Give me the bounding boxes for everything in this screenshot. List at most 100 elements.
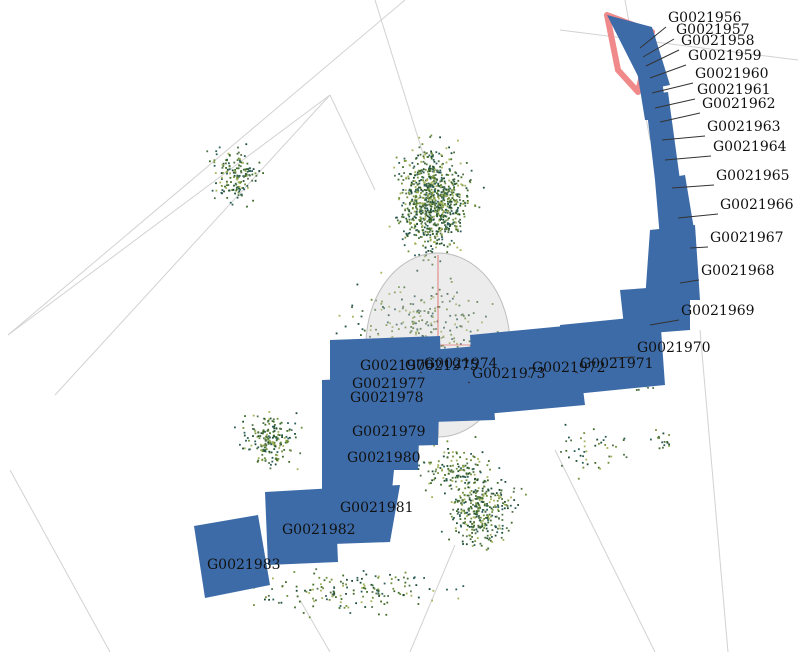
point: [370, 325, 372, 327]
point: [227, 184, 230, 186]
point: [501, 498, 503, 500]
point: [264, 418, 266, 421]
point: [430, 295, 433, 297]
point: [415, 212, 418, 214]
point: [285, 581, 287, 583]
point: [235, 167, 238, 170]
point: [425, 189, 428, 192]
point: [425, 251, 428, 254]
point: [476, 530, 479, 533]
point: [326, 598, 328, 601]
point: [238, 190, 241, 193]
point: [446, 251, 449, 254]
point: [491, 529, 494, 531]
point: [513, 487, 516, 490]
point: [401, 182, 403, 185]
point: [276, 417, 279, 420]
point: [385, 613, 388, 616]
point: [416, 173, 419, 176]
camera-frustum[interactable]: [470, 325, 585, 415]
point: [466, 462, 469, 465]
camera-frustum[interactable]: [194, 515, 270, 598]
point: [565, 449, 568, 452]
point: [436, 206, 439, 209]
point: [428, 154, 431, 157]
point: [448, 217, 450, 220]
camera-frustum[interactable]: [645, 92, 680, 180]
point: [225, 171, 228, 173]
point: [469, 179, 472, 181]
point: [229, 176, 232, 179]
point: [436, 223, 439, 226]
point: [474, 481, 476, 484]
point: [450, 152, 453, 155]
point: [422, 197, 425, 199]
point: [580, 437, 582, 440]
point: [662, 432, 665, 435]
camera-frustum[interactable]: [430, 345, 495, 422]
point: [426, 215, 429, 218]
point: [299, 452, 302, 455]
point: [428, 231, 431, 233]
point: [479, 471, 482, 474]
point: [268, 439, 271, 442]
point: [213, 164, 216, 167]
point: [442, 189, 445, 191]
point: [451, 297, 454, 300]
point: [429, 170, 432, 172]
point: [459, 222, 461, 224]
point: [433, 160, 436, 163]
point: [432, 589, 435, 592]
camera-frustum[interactable]: [265, 488, 338, 565]
point: [418, 320, 420, 322]
point: [437, 200, 439, 203]
point: [408, 164, 411, 166]
point: [418, 170, 421, 173]
point: [428, 216, 431, 219]
point: [435, 151, 438, 154]
point: [412, 217, 414, 220]
point: [459, 518, 462, 520]
point: [451, 164, 454, 167]
camera-frustum[interactable]: [322, 460, 395, 492]
point: [507, 529, 510, 532]
point: [443, 221, 445, 224]
point: [501, 508, 504, 511]
point: [441, 236, 443, 238]
point: [461, 540, 464, 543]
point: [453, 186, 455, 189]
point: [501, 527, 504, 530]
point: [266, 433, 268, 436]
point: [464, 487, 467, 490]
point: [455, 212, 457, 215]
camera-frustum[interactable]: [655, 175, 695, 238]
point: [454, 217, 457, 220]
point: [482, 495, 485, 497]
point: [424, 199, 426, 201]
point: [244, 173, 247, 175]
camera-frustum[interactable]: [322, 405, 420, 470]
point: [240, 193, 243, 196]
point: [425, 207, 427, 210]
point: [487, 538, 490, 541]
point: [477, 507, 480, 510]
point: [263, 437, 266, 439]
point: [481, 451, 484, 454]
point: [459, 204, 462, 207]
point: [459, 230, 462, 233]
camera-frustum[interactable]: [560, 315, 665, 395]
camera-frustum[interactable]: [645, 225, 700, 300]
point: [444, 321, 447, 324]
point: [442, 197, 445, 199]
point: [459, 193, 461, 196]
point: [345, 583, 347, 586]
point: [415, 194, 417, 197]
point: [279, 422, 282, 425]
point: [482, 493, 485, 496]
point: [428, 461, 431, 464]
point: [474, 532, 477, 535]
point: [467, 299, 470, 302]
point: [475, 495, 477, 497]
